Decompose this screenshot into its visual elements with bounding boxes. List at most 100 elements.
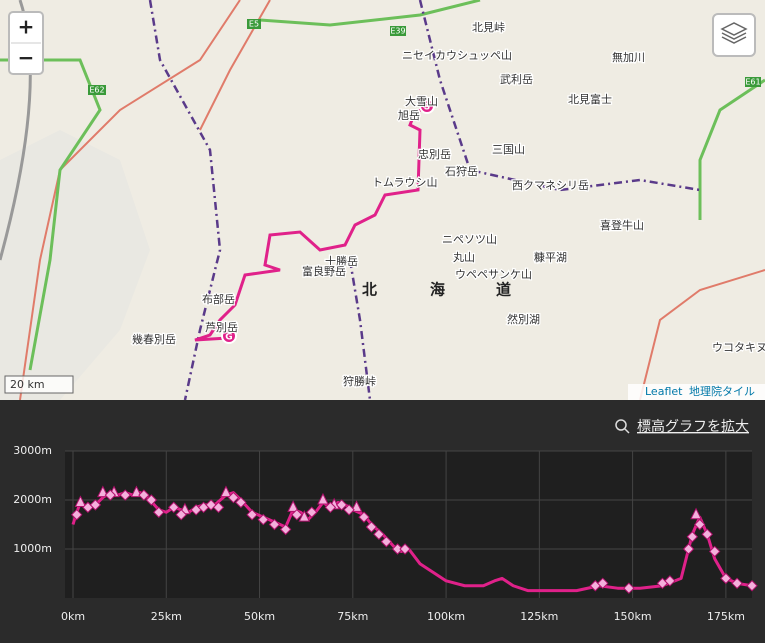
boundary xyxy=(418,0,701,192)
waypoint-marker xyxy=(119,489,131,501)
place-label: 三国山 xyxy=(492,143,525,156)
place-label: 然別湖 xyxy=(507,312,540,326)
attribution-link[interactable]: Leaflet xyxy=(645,385,683,398)
expand-link[interactable]: 標高グラフを拡大 xyxy=(637,418,749,435)
waypoint-marker xyxy=(720,572,732,585)
waypoint-marker xyxy=(335,499,348,511)
waypoint-marker xyxy=(306,506,318,518)
place-label: 旭岳 xyxy=(398,108,420,122)
x-tick-label: 75km xyxy=(337,610,368,623)
scale-label: 20 km xyxy=(10,378,45,391)
road xyxy=(639,269,765,401)
x-tick-label: 150km xyxy=(614,610,652,623)
waypoint-marker xyxy=(168,501,180,514)
waypoint-marker xyxy=(365,521,378,533)
waypoint-marker xyxy=(89,499,102,511)
x-tick-label: 50km xyxy=(244,610,275,623)
waypoint-marker xyxy=(597,577,609,590)
waypoint-marker xyxy=(153,506,165,518)
region-label: 北 xyxy=(362,281,377,299)
waypoint-marker xyxy=(694,518,706,531)
route-number: E39 xyxy=(390,27,405,36)
waypoint-marker xyxy=(71,508,83,521)
waypoint-marker xyxy=(350,500,363,512)
map: S G 大雪山 旭岳 ニセイカウシュッペ山 武利岳 北見富士 忠別岳 石狩岳 三… xyxy=(0,0,765,401)
zoom-icon-handle xyxy=(624,428,630,434)
route-shield xyxy=(745,77,761,87)
route-number: E61 xyxy=(745,78,760,87)
zoom-icon[interactable] xyxy=(615,419,627,431)
zoom-out-button[interactable]: − xyxy=(18,46,35,70)
waypoint-marker xyxy=(235,496,247,509)
road xyxy=(19,0,241,401)
x-tick-label: 125km xyxy=(520,610,558,623)
x-tick-label: 25km xyxy=(151,610,182,623)
waypoint-marker xyxy=(268,518,281,531)
waypoint-marker xyxy=(682,543,695,555)
waypoint-marker xyxy=(97,485,109,498)
place-label: 北見富士 xyxy=(568,92,612,106)
boundary xyxy=(348,259,372,401)
y-tick-label: 3000m xyxy=(13,444,52,457)
waypoint-marker xyxy=(317,492,329,505)
waypoint-marker xyxy=(227,491,240,504)
waypoint-marker xyxy=(343,504,355,516)
expressway xyxy=(0,58,102,371)
place-label: ニセイカウシュッペ山 xyxy=(402,49,512,62)
waypoint-marker xyxy=(287,500,299,512)
place-label: トムラウシ山 xyxy=(372,176,437,189)
expressway xyxy=(698,78,765,220)
region-label: 海 xyxy=(430,281,445,299)
y-tick-label: 1000m xyxy=(13,542,52,555)
waypoint-marker xyxy=(746,580,758,592)
place-label: 武利岳 xyxy=(500,73,533,86)
place-label: 芦別岳 xyxy=(205,321,238,334)
attribution-link[interactable]: 地理院タイル xyxy=(689,384,755,398)
waypoint-marker xyxy=(399,543,411,555)
place-label: 狩勝峠 xyxy=(343,374,376,388)
waypoint-marker xyxy=(138,489,150,501)
place-label: 無加川 xyxy=(612,50,645,64)
place-label: 大雪山 xyxy=(405,94,438,108)
region-label: 道 xyxy=(496,281,511,299)
waypoint-marker xyxy=(373,528,385,541)
place-label: 喜登牛山 xyxy=(600,218,644,232)
waypoint-marker xyxy=(220,485,232,498)
place-label: 糠平湖 xyxy=(534,250,567,264)
layers-control[interactable] xyxy=(712,13,756,57)
waypoint-marker xyxy=(686,531,699,543)
waypoint-marker xyxy=(74,495,87,507)
place-label: 北見峠 xyxy=(472,20,505,34)
place-label: ウペペサンケ山 xyxy=(455,268,532,281)
place-label: 西クマネシリ岳 xyxy=(512,179,589,192)
waypoint-marker xyxy=(246,508,258,521)
route-start-marker xyxy=(419,98,435,114)
x-tick-label: 175km xyxy=(707,610,745,623)
route-shield xyxy=(88,85,106,95)
waypoint-marker xyxy=(212,501,225,514)
waypoint-marker xyxy=(708,545,721,558)
place-label: 石狩岳 xyxy=(445,164,478,178)
waypoint-marker xyxy=(391,543,404,555)
waypoint-marker xyxy=(291,508,303,521)
place-label: 十勝岳 xyxy=(325,254,358,268)
expressway xyxy=(259,0,481,27)
waypoint-marker xyxy=(664,575,676,587)
y-tick-label: 2000m xyxy=(13,493,52,506)
waypoint-marker xyxy=(358,511,370,523)
scale-bar xyxy=(4,375,74,394)
waypoint-marker xyxy=(257,513,269,526)
layers-icon xyxy=(720,22,748,44)
waypoint-marker xyxy=(175,508,187,521)
place-label: 忠別岳 xyxy=(418,148,451,161)
waypoint-marker xyxy=(690,507,702,520)
waypoint-marker xyxy=(130,485,143,498)
place-label: 富良野岳 xyxy=(302,264,346,278)
waypoint-marker xyxy=(731,577,743,590)
zoom-in-button[interactable]: + xyxy=(18,15,35,39)
x-tick-label: 0km xyxy=(61,610,85,623)
waypoint-marker xyxy=(701,528,713,541)
waypoint-marker xyxy=(623,582,635,594)
